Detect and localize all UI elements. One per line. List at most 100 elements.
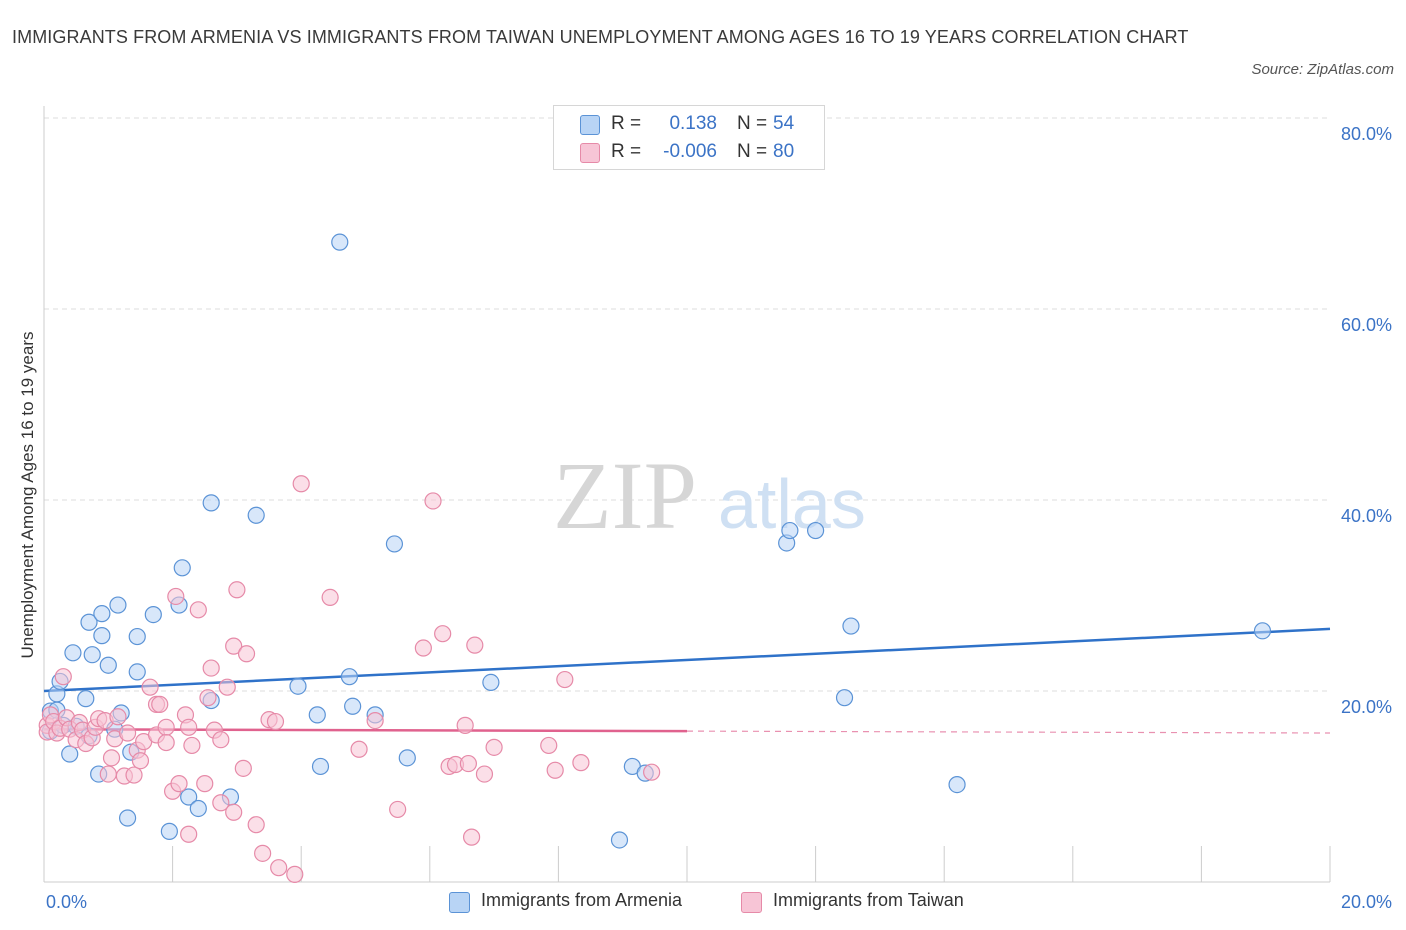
source-note: Source: ZipAtlas.com	[1251, 61, 1394, 78]
point-armenia	[128, 627, 146, 646]
point-armenia	[610, 831, 629, 849]
y-tick-label: 40.0%	[1341, 506, 1392, 526]
r-label: R =	[611, 141, 642, 162]
point-taiwan	[572, 754, 590, 772]
point-taiwan	[475, 765, 494, 783]
legend-swatch-armenia	[449, 892, 470, 913]
watermark-zip: ZIP	[553, 442, 697, 549]
point-taiwan	[350, 740, 368, 758]
trend-line-taiwan-extension	[686, 730, 1331, 734]
point-armenia	[385, 535, 404, 553]
taiwan-swatch	[580, 143, 600, 163]
point-taiwan	[225, 637, 243, 655]
point-taiwan	[270, 859, 288, 877]
gridlines	[44, 117, 1330, 692]
point-taiwan	[212, 731, 230, 749]
point-taiwan	[183, 736, 201, 755]
point-armenia	[842, 617, 860, 635]
point-armenia	[93, 627, 111, 645]
data-points	[38, 233, 1272, 883]
point-taiwan	[109, 708, 127, 726]
point-taiwan	[54, 668, 72, 686]
point-armenia	[61, 745, 79, 763]
stats-row-armenia: R = 0.138 N = 54	[554, 113, 824, 137]
r-value: -0.006	[663, 141, 717, 162]
point-armenia	[289, 677, 307, 695]
n-value: 54	[773, 113, 795, 134]
point-taiwan	[157, 733, 175, 752]
legend: Immigrants from Armenia Immigrants from …	[0, 890, 1406, 916]
legend-swatch-taiwan	[741, 892, 762, 913]
point-armenia	[308, 706, 326, 724]
point-armenia	[83, 646, 101, 664]
point-armenia	[180, 788, 198, 806]
point-taiwan	[202, 659, 220, 677]
point-taiwan	[643, 763, 661, 781]
legend-label: Immigrants from Armenia	[481, 890, 683, 910]
point-armenia	[93, 605, 111, 623]
n-label: N =	[737, 113, 768, 134]
point-taiwan	[125, 766, 143, 784]
tick-labels: 20.0% 40.0% 60.0% 80.0% 0.0% 20.0%	[46, 124, 1392, 912]
legend-label: Immigrants from Taiwan	[773, 890, 964, 910]
point-armenia	[311, 757, 330, 776]
point-taiwan	[180, 718, 198, 736]
point-taiwan	[170, 775, 188, 793]
x-tick-label: 0.0%	[46, 892, 87, 912]
point-armenia	[1253, 622, 1272, 640]
point-taiwan	[424, 492, 442, 510]
point-taiwan	[167, 587, 185, 606]
point-taiwan	[459, 754, 477, 773]
point-taiwan	[102, 749, 121, 767]
point-taiwan	[266, 712, 285, 731]
armenia-swatch	[580, 115, 600, 135]
point-taiwan	[366, 712, 384, 730]
point-armenia	[109, 596, 127, 614]
r-label: R =	[611, 113, 642, 134]
point-taiwan	[540, 736, 558, 755]
point-armenia	[64, 644, 82, 662]
point-taiwan	[254, 844, 272, 862]
chart-title: IMMIGRANTS FROM ARMENIA VS IMMIGRANTS FR…	[12, 27, 1189, 47]
point-taiwan	[157, 718, 175, 736]
point-taiwan	[247, 816, 265, 834]
point-armenia	[331, 233, 349, 251]
point-taiwan	[131, 752, 150, 770]
point-armenia	[128, 663, 146, 681]
point-taiwan	[199, 689, 217, 707]
point-armenia	[99, 656, 117, 674]
trend-line-taiwan	[43, 727, 688, 733]
point-taiwan	[485, 738, 503, 756]
point-armenia	[247, 506, 265, 524]
x-tick-label: 20.0%	[1341, 892, 1392, 912]
point-taiwan	[434, 625, 452, 643]
point-armenia	[189, 799, 207, 818]
point-taiwan	[546, 761, 564, 779]
y-tick-label: 80.0%	[1341, 124, 1392, 144]
trend-line-armenia	[43, 627, 1331, 693]
point-armenia	[482, 673, 500, 692]
point-taiwan	[234, 759, 252, 777]
point-taiwan	[196, 775, 214, 793]
point-armenia	[80, 613, 98, 631]
point-taiwan	[456, 716, 474, 734]
n-value: 80	[773, 141, 795, 162]
point-taiwan	[225, 803, 243, 821]
point-taiwan	[99, 765, 117, 783]
point-armenia	[340, 668, 359, 686]
point-taiwan	[292, 475, 310, 493]
point-taiwan	[212, 794, 230, 812]
point-armenia	[781, 521, 799, 540]
point-armenia	[77, 690, 95, 708]
point-taiwan	[389, 800, 407, 819]
point-taiwan	[218, 678, 236, 696]
point-armenia	[806, 521, 825, 540]
point-taiwan	[180, 825, 198, 843]
point-taiwan	[237, 645, 256, 663]
point-armenia	[144, 605, 162, 624]
point-taiwan	[414, 639, 432, 657]
point-taiwan	[189, 601, 207, 619]
point-taiwan	[556, 670, 574, 689]
stats-box: R = 0.138 N = 54 R = -0.006 N = 80	[553, 105, 825, 170]
